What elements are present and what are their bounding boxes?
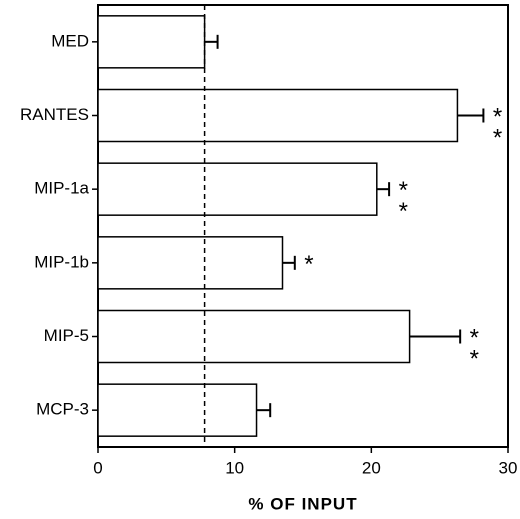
bar: [97, 88, 459, 143]
y-tick-label: MIP-1a: [34, 179, 89, 198]
bar: [97, 236, 284, 290]
bar: [97, 162, 378, 216]
significance-label: *: [295, 251, 322, 272]
x-axis-title: % OF INPUT: [248, 494, 357, 513]
significance-label: **: [484, 104, 511, 146]
y-tick-label: MIP-1b: [34, 252, 89, 271]
x-tick-label: 20: [362, 458, 381, 477]
y-tick-label: MED: [51, 31, 89, 50]
y-tick-label: MIP-5: [44, 326, 89, 345]
y-tick-label: RANTES: [20, 105, 89, 124]
y-tick-label: MCP-3: [36, 400, 89, 419]
bar: [97, 309, 411, 364]
x-tick-label: 10: [225, 458, 244, 477]
bar: [97, 15, 206, 69]
x-tick-label: 30: [499, 458, 518, 477]
plot-frame: [97, 4, 509, 448]
x-tick-label: 0: [93, 458, 102, 477]
bar: [97, 383, 258, 437]
significance-label: **: [390, 177, 417, 219]
significance-label: **: [461, 325, 488, 367]
